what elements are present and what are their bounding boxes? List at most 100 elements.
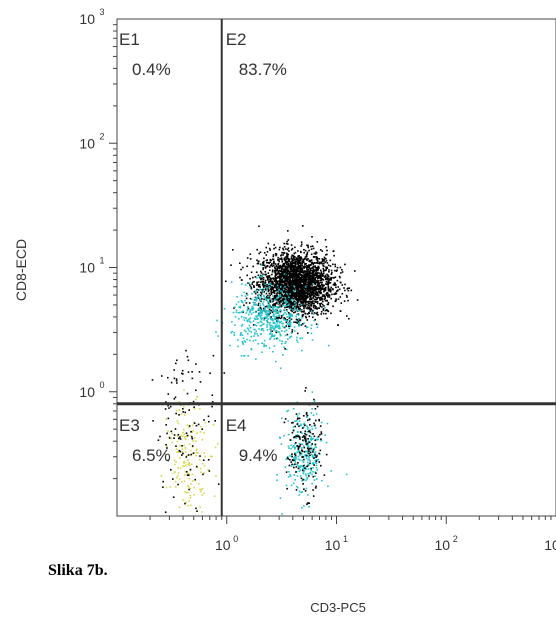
event-point [209,455,212,458]
event-point [279,274,282,276]
event-point [313,447,316,450]
event-point [303,467,305,469]
event-point [211,394,214,396]
event-point [323,272,325,274]
event-point [285,304,287,307]
event-point [293,307,295,309]
event-point [283,246,286,248]
event-point [271,319,274,321]
event-point [193,486,195,489]
event-point [303,311,305,313]
event-point [301,264,304,266]
event-point [311,290,314,293]
event-point [308,267,311,269]
event-point [321,284,324,286]
event-point [301,297,304,300]
event-point [281,303,284,305]
event-point [283,269,285,272]
event-point [261,312,263,314]
event-point [291,455,293,458]
event-point [289,318,292,320]
event-point [257,314,259,317]
event-point [285,484,288,487]
event-point [266,290,268,292]
event-point [302,289,305,292]
event-point [302,279,304,281]
event-point [310,467,312,470]
event-point [291,259,294,262]
event-point [269,249,271,251]
event-point [305,292,307,294]
event-point [310,324,313,326]
event-point [277,317,279,319]
event-point [275,312,277,315]
event-point [316,241,319,243]
event-point [291,314,293,316]
event-point [260,324,263,327]
event-point [301,459,303,462]
event-point [193,406,195,408]
event-point [294,425,296,428]
event-point [168,407,170,409]
event-point [265,276,268,278]
event-point [306,292,309,294]
event-point [322,300,324,303]
event-point [239,276,241,279]
event-point [258,297,261,300]
event-point [285,284,287,286]
event-point [284,466,287,468]
population-5 [160,389,219,513]
event-point [183,405,185,408]
event-point [287,433,290,436]
event-point [313,400,316,403]
event-point [286,457,289,459]
event-point [286,248,289,251]
event-point [275,299,277,301]
event-point [321,281,323,284]
event-point [311,294,313,296]
event-point [257,262,260,265]
event-point [321,283,323,285]
event-point [303,435,305,437]
event-point [315,307,317,309]
event-point [307,455,310,458]
event-point [266,307,269,309]
event-point [290,322,292,324]
event-point [168,436,171,438]
event-point [307,278,310,280]
event-point [276,281,278,284]
event-point [272,254,275,256]
event-point [327,287,330,290]
event-point [297,263,299,266]
event-point [317,271,319,274]
event-point [313,295,316,297]
event-point [288,470,290,473]
event-point [326,249,328,252]
event-point [229,344,231,347]
event-point [313,422,315,425]
event-point [183,461,185,463]
event-point [284,285,286,288]
event-point [320,272,323,274]
event-point [307,300,310,303]
event-point [306,258,308,260]
event-point [297,275,299,277]
event-point [296,322,298,324]
event-point [285,286,288,288]
event-point [263,260,265,263]
event-point [240,299,243,302]
event-point [260,317,262,320]
event-point [193,422,196,424]
event-point [273,262,275,265]
event-point [176,382,178,384]
event-point [278,289,280,291]
event-point [320,439,322,442]
event-point [337,289,339,292]
event-point [301,443,303,445]
event-point [258,328,260,330]
event-point [320,313,322,315]
event-point [320,289,322,291]
event-point [317,296,320,299]
event-point [309,454,311,457]
event-point [247,328,250,331]
